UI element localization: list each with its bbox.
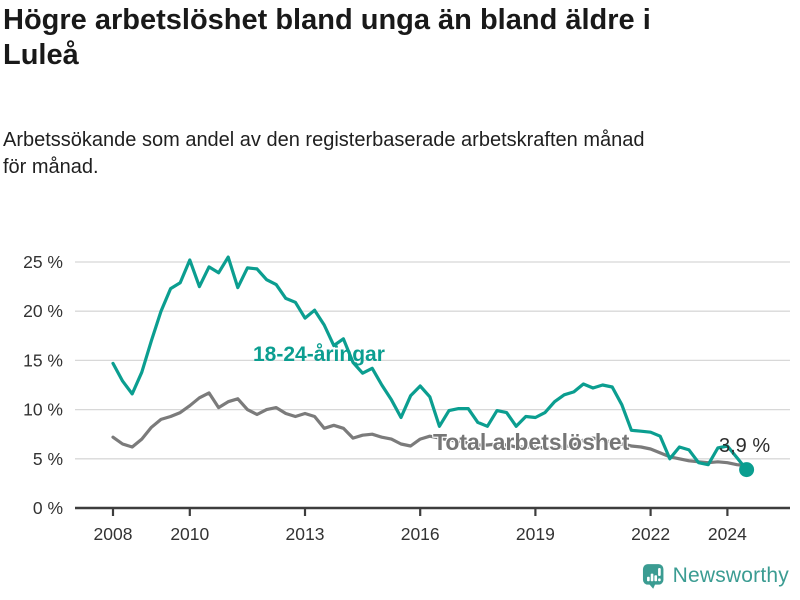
y-tick-label: 15 % — [23, 350, 63, 370]
y-tick-label: 20 % — [23, 301, 63, 321]
newsworthy-wordmark: Newsworthy — [672, 564, 789, 587]
series-label-total: Total arbetslöshet — [433, 429, 630, 455]
chart-title: Högre arbetslöshet bland unga än bland ä… — [3, 4, 651, 71]
x-tick-label: 2010 — [170, 524, 209, 544]
series-line-total — [111, 391, 749, 468]
y-tick-label: 5 % — [33, 449, 63, 469]
x-tick-label: 2024 — [708, 524, 747, 544]
y-tick-label: 25 % — [23, 252, 63, 272]
series-line-youth — [111, 255, 749, 472]
x-tick-label: 2019 — [516, 524, 555, 544]
end-point-dot — [739, 462, 755, 478]
newsworthy-bubble-chart-icon — [642, 564, 664, 589]
x-tick-label: 2013 — [286, 524, 325, 544]
x-tick-label: 2022 — [631, 524, 670, 544]
series-label-youth: 18-24-åringar — [253, 343, 385, 366]
y-tick-label: 10 % — [23, 400, 63, 420]
newsworthy-logo: Newsworthy — [642, 559, 789, 593]
end-value-label: 3,9 % — [719, 435, 771, 457]
x-tick-label: 2016 — [401, 524, 440, 544]
x-tick-label: 2008 — [94, 524, 133, 544]
chart-subtitle: Arbetssökande som andel av den registerb… — [3, 129, 645, 178]
y-tick-label: 0 % — [33, 498, 63, 518]
